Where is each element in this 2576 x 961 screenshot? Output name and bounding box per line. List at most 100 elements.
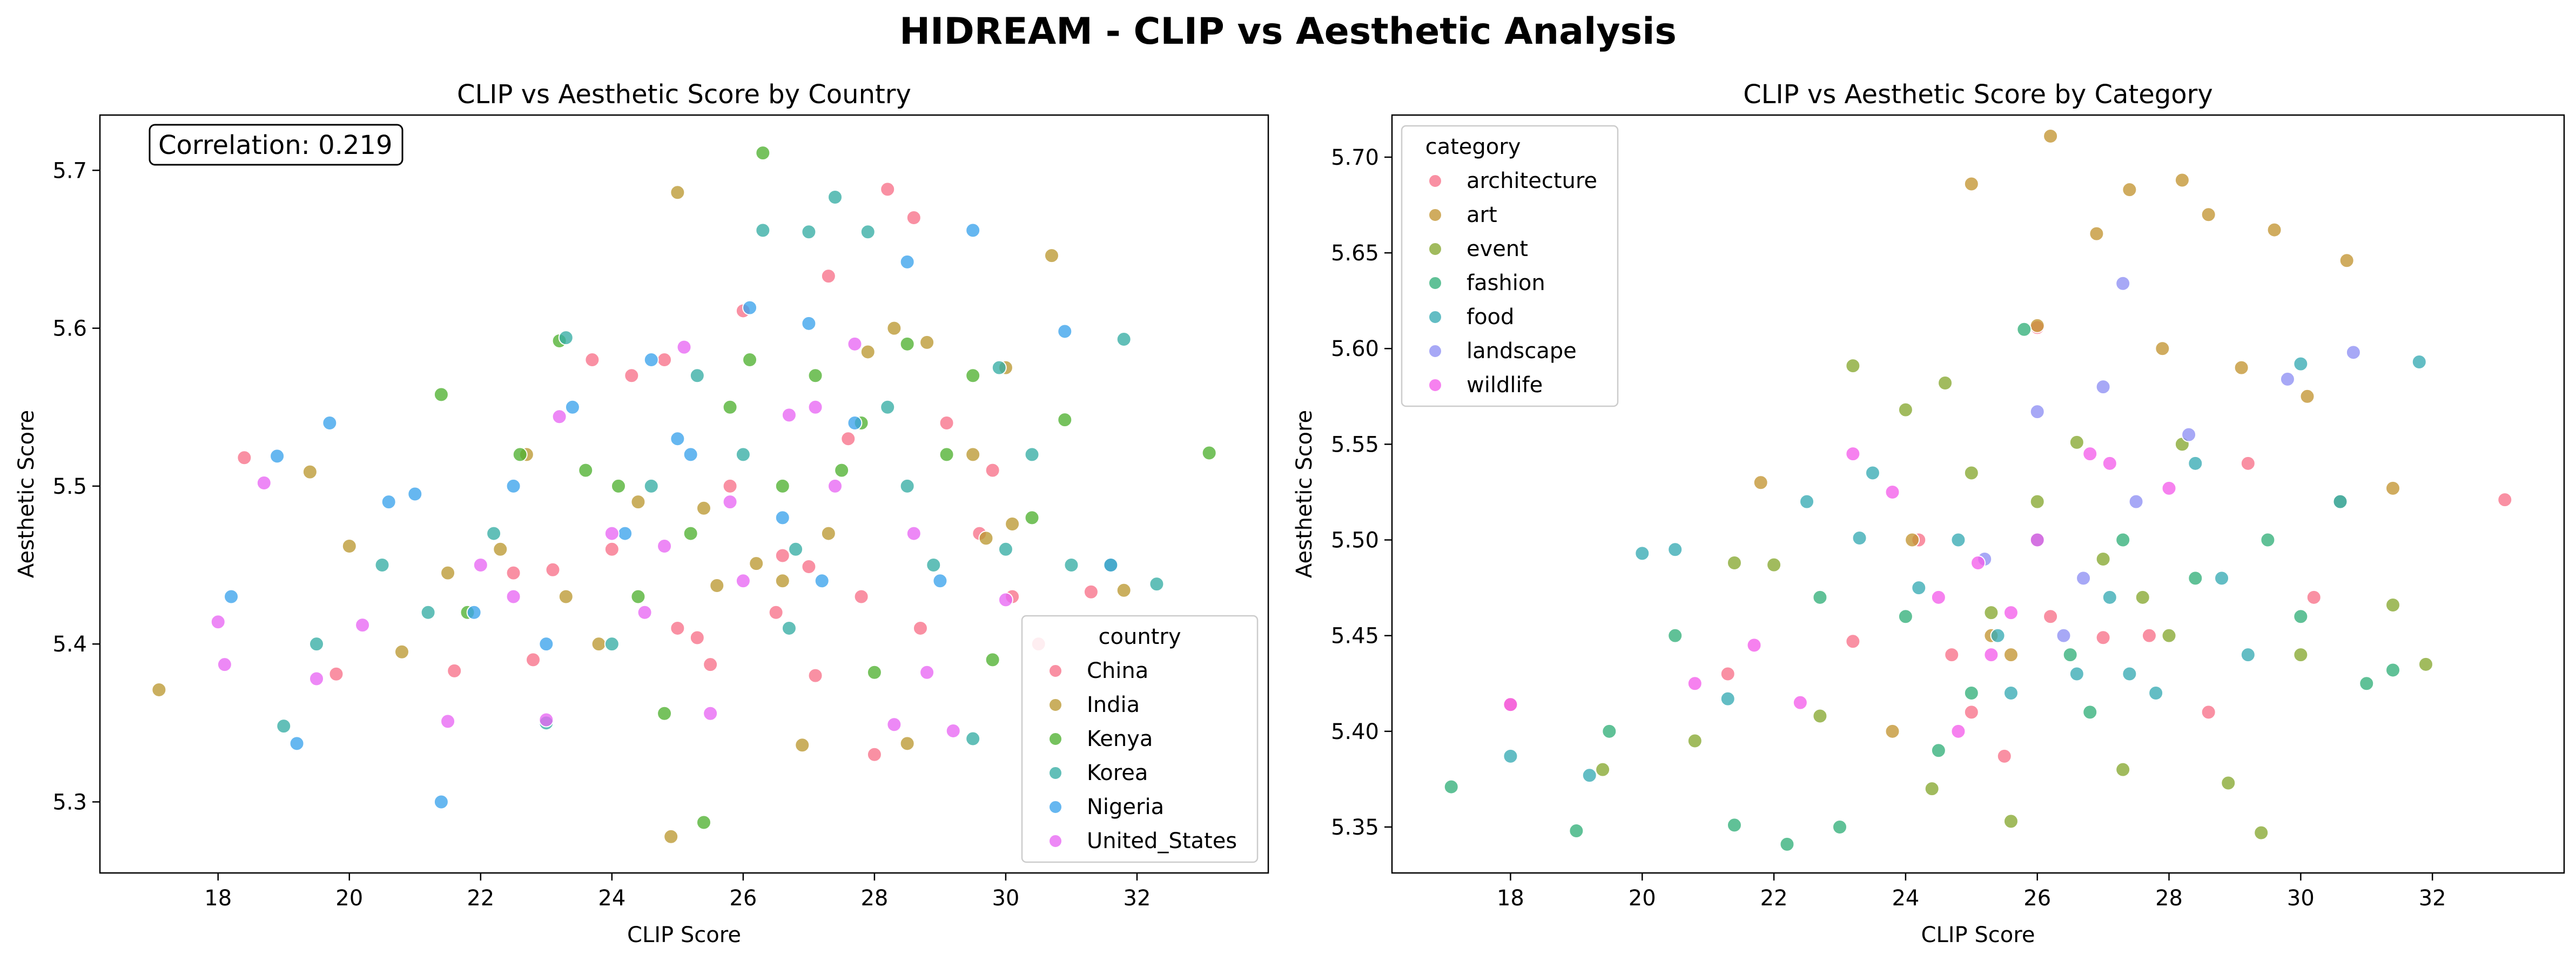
data-point bbox=[2418, 656, 2433, 672]
legend-marker bbox=[1428, 378, 1442, 392]
data-point bbox=[610, 478, 626, 494]
data-point bbox=[880, 182, 896, 197]
x-tick-label: 22 bbox=[1760, 886, 1788, 911]
data-point bbox=[781, 407, 797, 423]
data-point bbox=[1726, 817, 1742, 833]
data-point bbox=[322, 415, 338, 431]
x-tick-label: 24 bbox=[598, 886, 625, 911]
y-tick-label: 5.55 bbox=[1331, 432, 1379, 457]
data-point bbox=[965, 447, 981, 462]
data-point bbox=[1944, 647, 1960, 663]
legend-marker bbox=[1048, 732, 1062, 746]
data-point bbox=[899, 336, 915, 352]
x-tick-label: 28 bbox=[2155, 886, 2183, 911]
data-point bbox=[2254, 825, 2269, 841]
data-point bbox=[2069, 434, 2084, 450]
data-point bbox=[749, 556, 764, 572]
data-point bbox=[2385, 597, 2401, 613]
data-point bbox=[2095, 630, 2111, 646]
data-point bbox=[2188, 455, 2203, 471]
data-point bbox=[775, 510, 790, 526]
data-point bbox=[860, 224, 876, 240]
legend-title: country bbox=[1099, 624, 1181, 649]
legend-entry: food bbox=[1467, 305, 1514, 330]
legend-marker bbox=[1428, 242, 1442, 256]
legend-entry: landscape bbox=[1467, 339, 1577, 364]
data-point bbox=[2201, 207, 2216, 223]
legend-box bbox=[1021, 615, 1259, 863]
data-point bbox=[407, 486, 423, 502]
data-point bbox=[2148, 685, 2164, 701]
data-point bbox=[493, 541, 508, 557]
data-point bbox=[237, 450, 252, 466]
data-point bbox=[2115, 275, 2131, 291]
data-point bbox=[689, 368, 705, 384]
data-point bbox=[2029, 318, 2045, 333]
x-tick-label: 24 bbox=[1892, 886, 1919, 911]
data-point bbox=[899, 254, 915, 270]
data-point bbox=[781, 620, 797, 636]
data-point bbox=[998, 541, 1013, 557]
chart-title: CLIP vs Aesthetic Score by Category bbox=[1743, 79, 2212, 110]
data-point bbox=[1845, 634, 1861, 649]
data-point bbox=[512, 447, 528, 462]
data-point bbox=[2069, 666, 2084, 682]
x-tick-label: 28 bbox=[860, 886, 888, 911]
data-point bbox=[355, 617, 371, 633]
legend-entry: Kenya bbox=[1087, 727, 1153, 751]
data-point bbox=[2279, 371, 2295, 387]
data-point bbox=[1746, 637, 1762, 653]
data-point bbox=[617, 526, 633, 541]
data-point bbox=[1832, 819, 1847, 835]
x-tick-label: 18 bbox=[1497, 886, 1524, 911]
legend: category architecture art event fashion food l… bbox=[1401, 125, 1619, 407]
data-point bbox=[683, 526, 698, 541]
data-point bbox=[637, 604, 653, 620]
data-point bbox=[1865, 465, 1880, 481]
data-point bbox=[545, 562, 561, 577]
x-tick-label: 20 bbox=[1629, 886, 1656, 911]
data-point bbox=[2135, 589, 2150, 605]
y-tick-label: 5.40 bbox=[1331, 720, 1379, 744]
x-tick-label: 26 bbox=[2023, 886, 2051, 911]
x-tick-label: 20 bbox=[335, 886, 363, 911]
data-point bbox=[820, 526, 836, 541]
y-axis-label: Aesthetic Score bbox=[14, 410, 39, 578]
chart-panel-1: CLIP vs Aesthetic Score by Country 18 20 22… bbox=[14, 79, 1269, 947]
data-point bbox=[1201, 445, 1217, 461]
data-point bbox=[1938, 375, 1953, 391]
data-point bbox=[1064, 557, 1079, 573]
data-point bbox=[2260, 532, 2276, 548]
data-point bbox=[926, 557, 941, 573]
data-point bbox=[1766, 557, 1782, 573]
data-point bbox=[2188, 570, 2203, 586]
data-point bbox=[755, 145, 771, 161]
data-point bbox=[965, 731, 981, 747]
data-point bbox=[558, 589, 574, 604]
y-tick-label: 5.7 bbox=[52, 158, 87, 183]
data-point bbox=[808, 368, 823, 384]
data-point bbox=[840, 431, 856, 447]
data-point bbox=[808, 399, 823, 415]
data-point bbox=[1963, 704, 1979, 720]
data-point bbox=[1687, 733, 1703, 749]
data-point bbox=[2076, 570, 2091, 586]
y-tick-label: 5.60 bbox=[1331, 337, 1379, 361]
y-tick-label: 5.65 bbox=[1331, 241, 1379, 266]
x-tick-label: 18 bbox=[204, 886, 232, 911]
scatter-points bbox=[151, 145, 1217, 844]
data-point bbox=[506, 478, 521, 494]
data-point bbox=[256, 475, 272, 491]
legend-entry: architecture bbox=[1467, 169, 1597, 193]
legend-entry: China bbox=[1087, 658, 1148, 683]
data-point bbox=[276, 718, 292, 734]
data-point bbox=[1845, 358, 1861, 374]
data-point bbox=[2497, 492, 2513, 508]
data-point bbox=[866, 664, 882, 680]
data-point bbox=[2385, 662, 2401, 678]
data-point bbox=[886, 717, 902, 732]
annotation-box bbox=[149, 124, 403, 166]
y-tick-label: 5.45 bbox=[1331, 624, 1379, 649]
data-point bbox=[1983, 605, 1999, 621]
data-point bbox=[985, 652, 1000, 668]
